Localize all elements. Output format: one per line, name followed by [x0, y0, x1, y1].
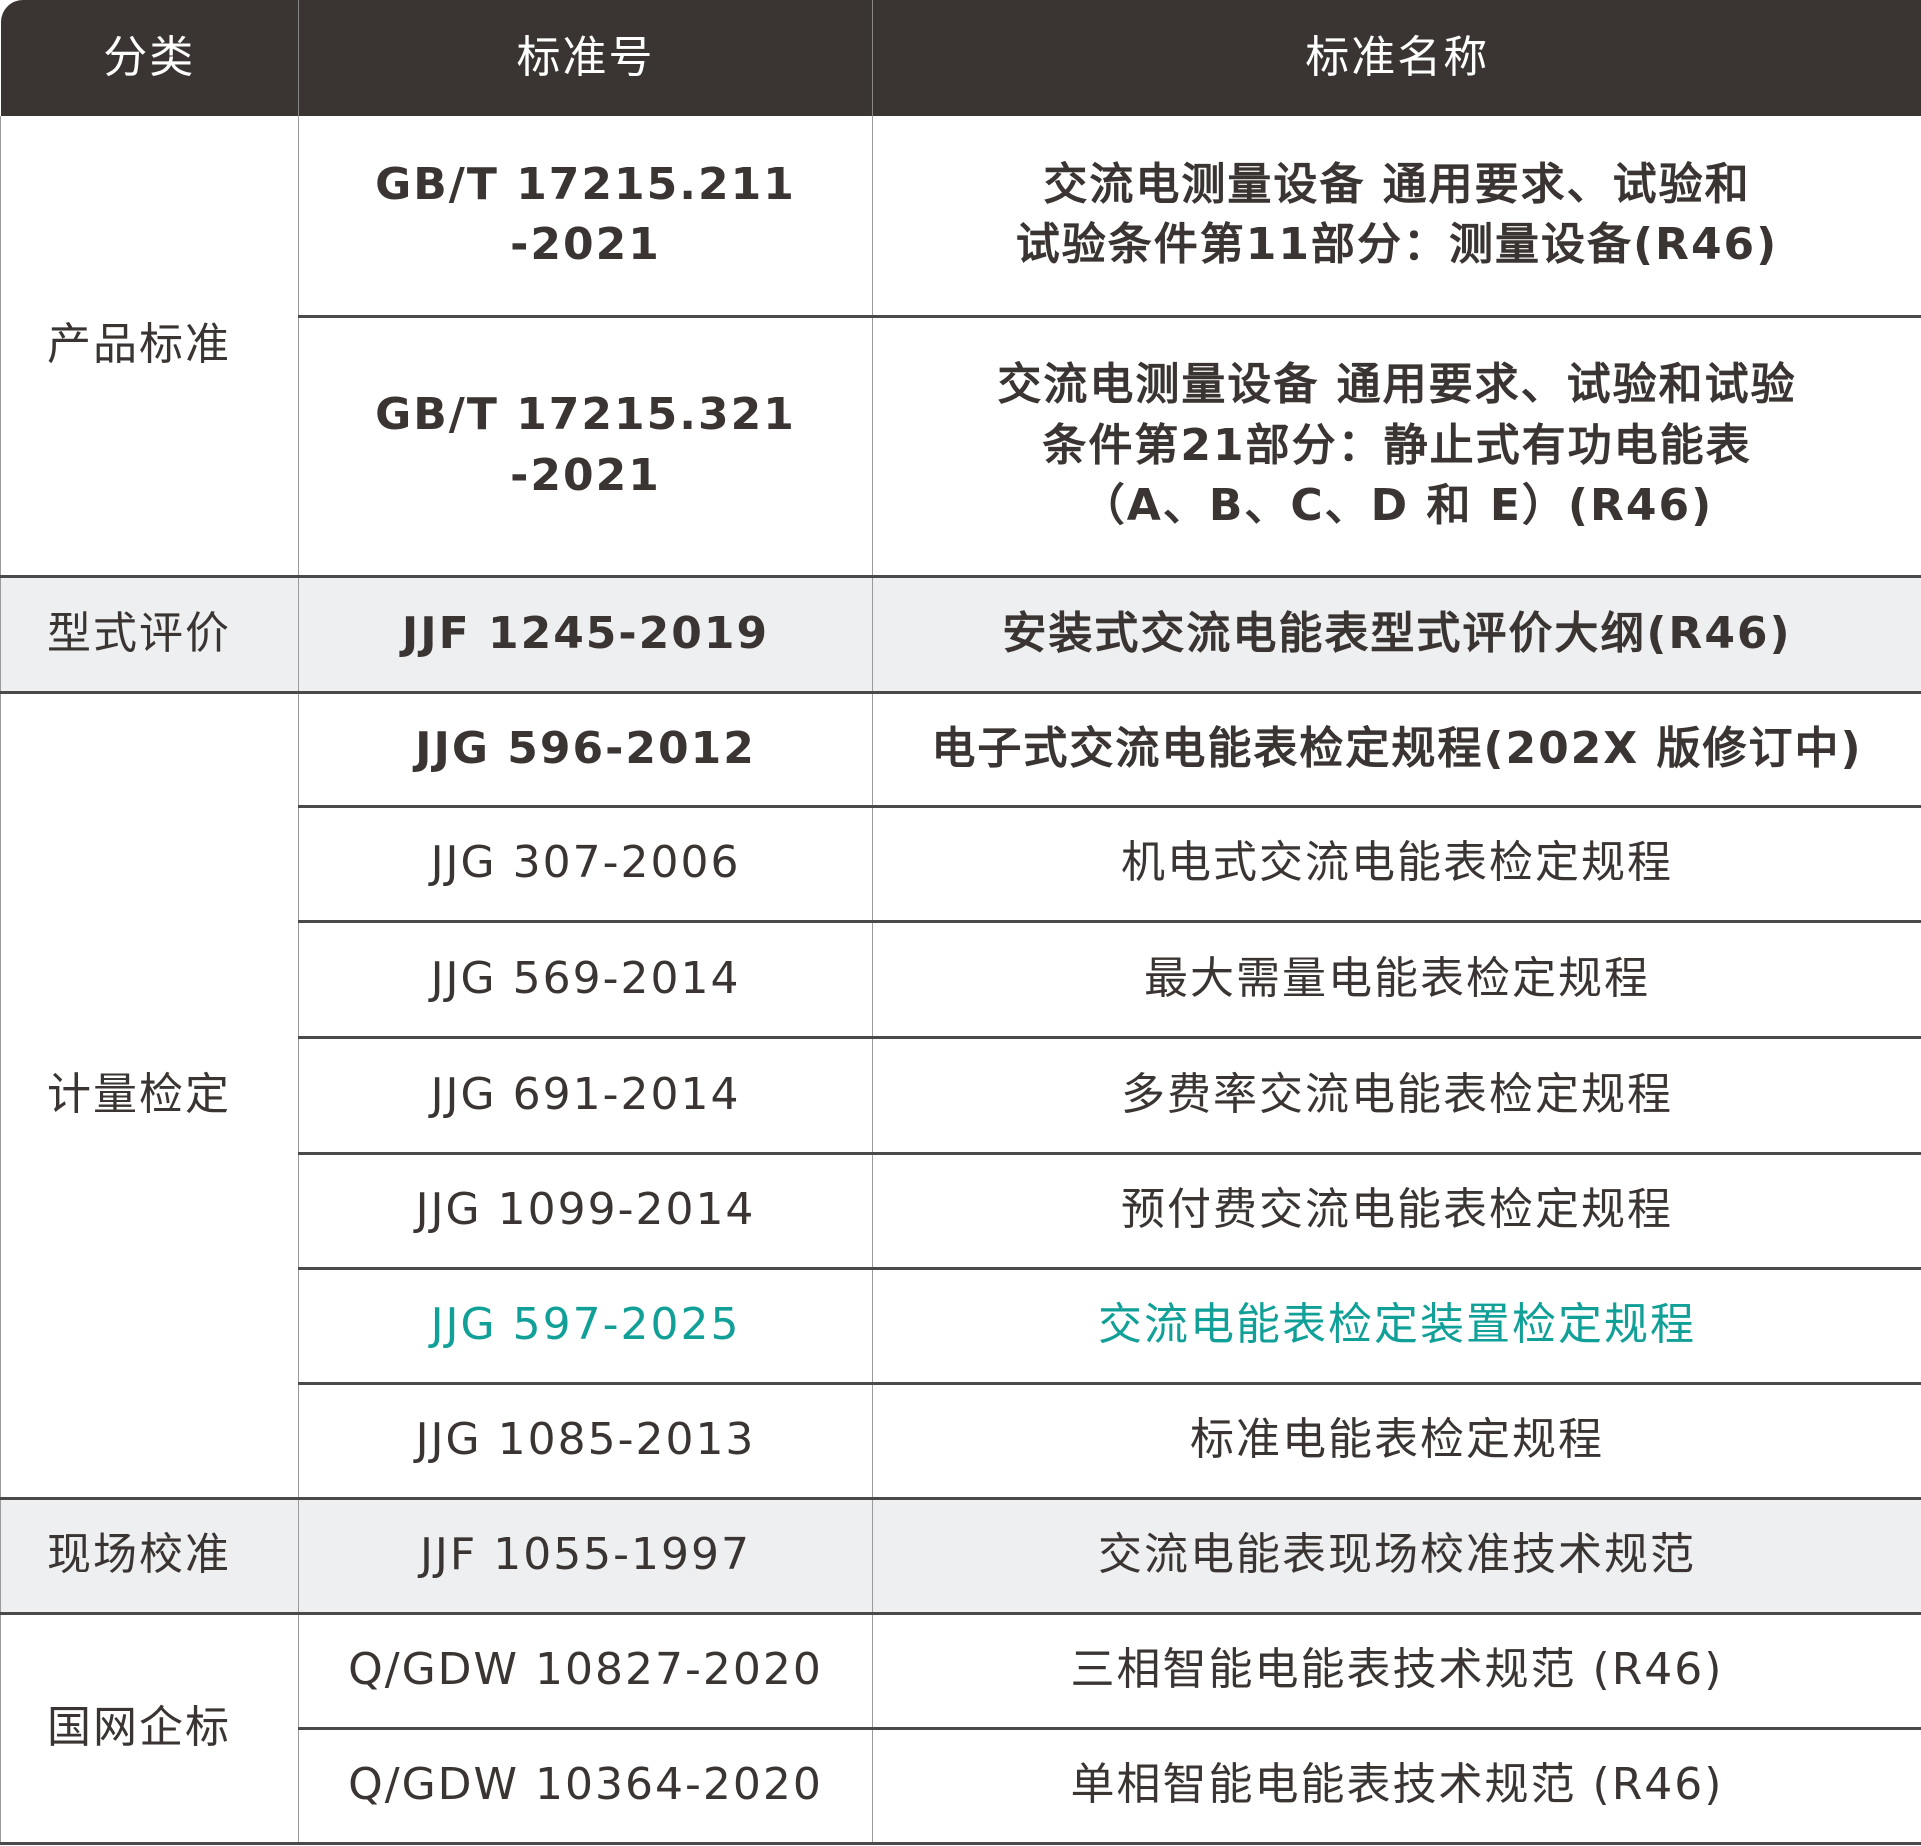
standard-name-cell: 安装式交流电能表型式评价大纲(R46)	[872, 574, 1921, 694]
standard-name-cell: 交流电能表检定装置检定规程	[872, 1266, 1921, 1385]
standard-name-cell: 交流电能表现场校准技术规范	[872, 1496, 1921, 1615]
standard-code-cell: Q/GDW 10827-2020	[298, 1611, 873, 1730]
standard-code-cell: JJG 1085-2013	[298, 1381, 873, 1500]
standard-name-cell: 交流电测量设备 通用要求、试验和试验 条件第21部分：静止式有功电能表 （A、B…	[872, 314, 1921, 578]
table-row: 国网企标 Q/GDW 10827-2020 三相智能电能表技术规范 (R46)	[0, 1611, 1921, 1845]
category-cell: 型式评价	[0, 574, 299, 694]
standard-name-cell: 标准电能表检定规程	[872, 1381, 1921, 1500]
category-cell: 国网企标	[0, 1611, 299, 1845]
standard-code-cell: JJG 691-2014	[298, 1035, 873, 1155]
header-name: 标准名称	[872, 0, 1921, 116]
standard-code-cell: JJG 569-2014	[298, 919, 873, 1039]
standard-code-cell: GB/T 17215.321 -2021	[298, 314, 873, 578]
table-row: GB/T 17215.321 -2021 交流电测量设备 通用要求、试验和试验 条…	[1, 314, 1921, 578]
table-row: JJG 307-2006 机电式交流电能表检定规程	[1, 804, 1921, 923]
standard-code-cell: JJG 307-2006	[298, 804, 873, 923]
header-category: 分类	[0, 0, 299, 116]
standard-code-cell: JJG 596-2012	[298, 690, 873, 808]
category-cell: 产品标准	[0, 116, 299, 578]
standard-code-cell: JJG 1099-2014	[298, 1151, 873, 1270]
standard-name-cell: 机电式交流电能表检定规程	[872, 804, 1921, 923]
category-cell: 现场校准	[0, 1496, 299, 1615]
header-code: 标准号	[298, 0, 873, 116]
header-row: 分类 标准号 标准名称	[0, 0, 1921, 116]
standard-name-cell: 多费率交流电能表检定规程	[872, 1035, 1921, 1155]
standard-name-cell: 预付费交流电能表检定规程	[872, 1151, 1921, 1270]
standard-name-cell: 单相智能电能表技术规范 (R46)	[872, 1726, 1921, 1845]
standard-code-cell: JJF 1245-2019	[298, 574, 873, 694]
table-row: 计量检定 JJG 596-2012 电子式交流电能表检定规程(202X 版修订中)	[0, 690, 1921, 1500]
table-row: JJG 691-2014 多费率交流电能表检定规程	[1, 1035, 1921, 1155]
standard-name-cell: 最大需量电能表检定规程	[872, 919, 1921, 1039]
table-row: 现场校准 JJF 1055-1997 交流电能表现场校准技术规范	[0, 1496, 1921, 1615]
standard-code-cell: Q/GDW 10364-2020	[298, 1726, 873, 1845]
table-row: JJG 597-2025 交流电能表检定装置检定规程	[1, 1266, 1921, 1385]
category-cell: 计量检定	[0, 690, 299, 1500]
standard-name-cell: 三相智能电能表技术规范 (R46)	[872, 1611, 1921, 1730]
table-row: 型式评价 JJF 1245-2019 安装式交流电能表型式评价大纲(R46)	[0, 574, 1921, 694]
table-row: 产品标准 GB/T 17215.211 -2021 交流电测量设备 通用要求、试验和…	[0, 116, 1921, 578]
standard-code-cell: JJF 1055-1997	[298, 1496, 873, 1615]
standard-name-cell: 交流电测量设备 通用要求、试验和 试验条件第11部分：测量设备(R46)	[872, 116, 1921, 318]
table-row: JJG 1085-2013 标准电能表检定规程	[1, 1381, 1921, 1500]
table-row: JJG 569-2014 最大需量电能表检定规程	[1, 919, 1921, 1039]
table-row: JJG 1099-2014 预付费交流电能表检定规程	[1, 1151, 1921, 1270]
table-row: Q/GDW 10364-2020 单相智能电能表技术规范 (R46)	[1, 1726, 1921, 1845]
standard-code-cell: JJG 597-2025	[298, 1266, 873, 1385]
standard-code-cell: GB/T 17215.211 -2021	[298, 116, 873, 318]
standard-name-cell: 电子式交流电能表检定规程(202X 版修订中)	[872, 690, 1921, 808]
